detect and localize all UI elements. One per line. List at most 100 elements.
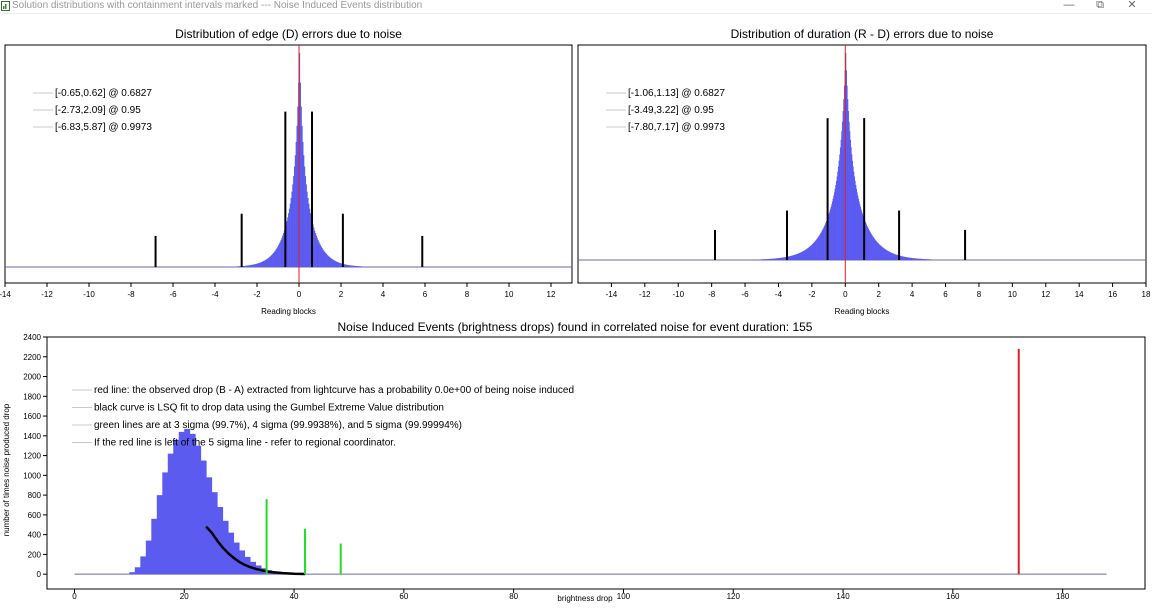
x-tick-label: 140 [836, 592, 850, 601]
x-tick-label: 100 [617, 592, 631, 601]
histogram-bar [797, 253, 799, 260]
chart-title: Distribution of edge (D) errors due to n… [175, 27, 402, 41]
histogram-bar [783, 257, 785, 260]
histogram-bar [250, 265, 252, 267]
plots-area: Distribution of edge (D) errors due to n… [0, 27, 1151, 603]
histogram-bar [134, 567, 141, 575]
histogram-bar [824, 224, 826, 260]
histogram-bar [335, 261, 337, 267]
histogram-bar [258, 262, 260, 267]
histogram-bar [831, 201, 833, 260]
histogram-bar [839, 147, 841, 260]
histogram-bar [816, 238, 818, 260]
histogram-bar [314, 233, 317, 267]
histogram-bar [921, 258, 923, 260]
histogram-bar [307, 197, 309, 267]
histogram-bar [866, 224, 868, 260]
y-tick-label: 0 [37, 570, 42, 579]
histogram-bar [883, 248, 885, 260]
histogram-bar [879, 244, 881, 260]
histogram-bar [239, 266, 241, 267]
histogram-bar [334, 260, 336, 267]
histogram-bar [817, 237, 819, 260]
histogram-bar [908, 257, 910, 260]
close-button[interactable]: ✕ [1127, 0, 1137, 11]
y-axis-label: number of times noise produced drop [2, 403, 11, 536]
histogram-bar [897, 255, 899, 260]
legend-entry: [-6.83,5.87] @ 0.9973 [55, 122, 152, 133]
restore-button[interactable]: ⧉ [1096, 0, 1104, 11]
histogram-bar [254, 264, 256, 267]
histogram-bar [246, 265, 249, 267]
histogram-bar [906, 257, 908, 260]
histogram-bar [349, 265, 351, 267]
y-tick-label: 1400 [23, 432, 41, 441]
histogram-bar [151, 518, 158, 575]
histogram-bar [806, 248, 808, 260]
histogram-bar [295, 141, 297, 267]
histogram-bar [331, 259, 333, 267]
histogram-bar [916, 258, 918, 260]
histogram-bar [780, 257, 782, 260]
histogram-bar [928, 259, 930, 260]
histogram-bar [855, 184, 857, 260]
marker-lines [205, 348, 1020, 576]
histogram-bar [352, 265, 354, 267]
histogram-bar [320, 245, 322, 267]
histogram-bar [265, 259, 267, 267]
histogram-bar [900, 256, 902, 260]
histogram-bar [358, 266, 360, 267]
histogram-bar [770, 258, 772, 260]
histogram-bar [344, 264, 346, 267]
histogram-bar [926, 259, 928, 260]
histogram-bar [272, 252, 275, 267]
histogram-bar [297, 106, 299, 268]
histogram-bar [795, 254, 797, 260]
histogram-bar [849, 131, 851, 260]
histogram-bar [304, 166, 306, 267]
histogram-bar [328, 256, 330, 267]
histogram-bar [849, 139, 851, 260]
gumbel-fit-curve [205, 525, 306, 576]
histogram-bar [245, 265, 247, 267]
histogram-bar [360, 266, 362, 267]
histogram-bar [785, 257, 787, 260]
x-tick-label: 12 [1041, 290, 1050, 299]
histogram-bar [821, 231, 823, 260]
histogram-bar [835, 180, 837, 260]
histogram-bar [886, 250, 888, 260]
histogram-bar [765, 259, 767, 260]
histogram-bar [914, 258, 916, 260]
x-tick-label: 2 [876, 290, 881, 299]
histogram-bar [319, 243, 321, 267]
histogram-bar [217, 506, 224, 575]
histogram-bar [237, 266, 239, 267]
histogram-bar [859, 206, 861, 260]
histogram-bar [156, 495, 163, 575]
y-tick-label: 1200 [23, 452, 41, 461]
histogram-bar [354, 265, 356, 267]
histogram-bar [853, 176, 855, 260]
histogram-bar [304, 176, 307, 267]
histogram-bar [928, 259, 930, 260]
histogram-bar [195, 445, 202, 575]
legend-entry: [-3.49,3.22] @ 0.95 [628, 105, 714, 116]
histogram-bar [854, 180, 856, 260]
histogram-bar [853, 171, 855, 260]
histogram-bar [287, 217, 289, 267]
x-tick-label: -14 [606, 290, 618, 299]
histogram-bar [878, 244, 880, 260]
minimize-button[interactable]: — [1063, 0, 1075, 11]
histogram-bar [252, 264, 254, 267]
histogram-bar [140, 556, 147, 575]
histogram-bar [828, 213, 830, 260]
histogram-bar [895, 254, 897, 260]
histogram-bar [811, 244, 813, 260]
histogram-bar [860, 209, 862, 260]
x-tick-label: 2 [339, 290, 344, 299]
histogram-bar [264, 260, 266, 267]
x-tick-label: 6 [943, 290, 948, 299]
histogram-bar [308, 203, 310, 267]
histogram-bar [129, 572, 136, 575]
histogram-bar [810, 245, 812, 260]
